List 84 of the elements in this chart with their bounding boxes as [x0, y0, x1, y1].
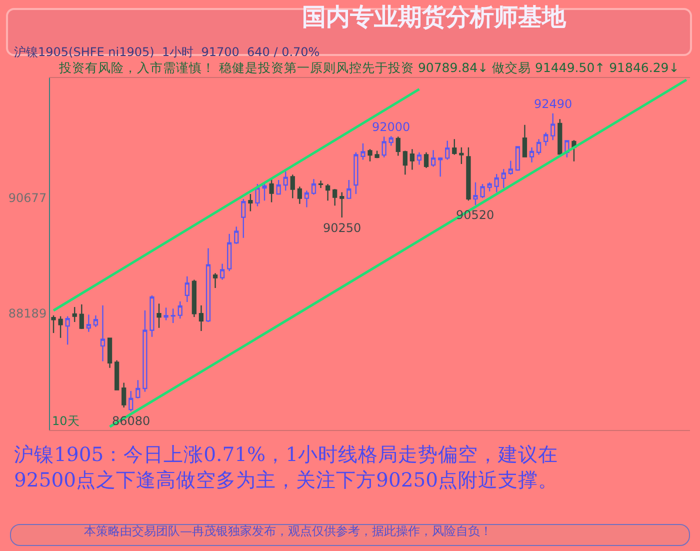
candlestick [332, 188, 338, 206]
candlestick [86, 314, 91, 333]
candlestick [206, 248, 211, 323]
annotation: 92490 [534, 97, 572, 111]
candlestick [297, 186, 302, 205]
candlestick [164, 307, 168, 321]
candlestick [65, 316, 70, 346]
candlestick [122, 382, 126, 408]
y-tick-label: 88189 [8, 306, 47, 321]
candlestick [382, 136, 386, 158]
text: 沪镍1905：今日上涨0.71%，1小时线格局走势偏空，建议在 92500点之下逢高做空多为主，关注下方90250点附近支撑。 [14, 443, 558, 492]
candlestick [318, 180, 324, 189]
candlestick [248, 193, 253, 212]
candlestick [262, 183, 267, 202]
candlestick [198, 304, 204, 332]
candlestick [445, 140, 450, 160]
annotation: 10天 [52, 414, 80, 428]
candlestick [558, 118, 562, 156]
candlestick [234, 226, 239, 244]
candlestick [142, 310, 148, 392]
candlestick [416, 152, 422, 166]
candlestick [325, 183, 330, 202]
candlestick [276, 179, 281, 196]
candlestick [360, 142, 366, 160]
candlestick [212, 272, 218, 289]
candlestick [515, 146, 520, 172]
candlestick [340, 192, 344, 218]
candlestick [354, 152, 358, 195]
candlestick [550, 112, 556, 141]
candlestick [255, 183, 260, 207]
candlestick [79, 304, 84, 330]
candlestick [128, 390, 134, 412]
candlestick [473, 182, 478, 206]
candlestick [494, 173, 499, 193]
candlestick [304, 190, 310, 208]
chart-subtitle: 沪镍1905(SHFE ni1905) 1小时 91700 640 / 0.70% [14, 45, 320, 59]
text: 投资有风险，入市需谨慎！ 稳健是投资第一原则风控先于投资 90789.84↓ 做交易 91449.50↑ 91846.29↓ [58, 60, 680, 75]
candlestick [480, 183, 485, 199]
candlestick [536, 138, 542, 156]
y-tick-label: 90677 [8, 190, 47, 205]
candlestick [192, 279, 196, 318]
candlestick [452, 138, 457, 156]
candlestick [438, 156, 443, 178]
candlestick [388, 136, 394, 146]
candlestick [107, 337, 112, 368]
candlestick [396, 136, 400, 156]
candlestick [424, 152, 429, 169]
candlestick [170, 308, 176, 324]
candlestick [311, 178, 316, 196]
candlestick [150, 294, 154, 338]
candlestick [227, 233, 232, 272]
candlestick [93, 314, 98, 328]
candlestick [508, 160, 513, 176]
candlestick [156, 303, 162, 329]
candlestick [178, 300, 182, 320]
annotation: 92000 [372, 120, 410, 134]
candlestick [72, 306, 77, 323]
candlestick [501, 168, 506, 189]
candlestick [459, 146, 464, 165]
candlestick [374, 150, 380, 159]
candlestick [136, 380, 140, 400]
candlestick [241, 198, 246, 238]
candlestick [290, 174, 295, 199]
candlestick [529, 146, 534, 163]
candlestick [100, 304, 106, 362]
candlestick [269, 177, 274, 203]
text: 本策略由交易团队—冉茂银独家发布，观点仅供参考，据此操作，风险自负！ [84, 524, 492, 538]
candlestick [544, 132, 548, 146]
candlestick [487, 182, 492, 192]
chart-title: 国内专业期货分析师基地 [302, 3, 567, 32]
candlestick [346, 179, 352, 199]
candlestick [51, 314, 56, 334]
candlestick [184, 276, 190, 303]
candlestick [220, 263, 225, 280]
candlestick [466, 146, 471, 202]
candlestick [114, 360, 120, 391]
candlestick [410, 148, 415, 170]
candlestick [430, 149, 436, 168]
candlestick [368, 148, 372, 162]
annotation: 90250 [323, 221, 362, 235]
candlestick [522, 124, 528, 158]
candlestick [58, 316, 63, 339]
candlestick [283, 170, 288, 192]
candlestick [402, 150, 408, 176]
